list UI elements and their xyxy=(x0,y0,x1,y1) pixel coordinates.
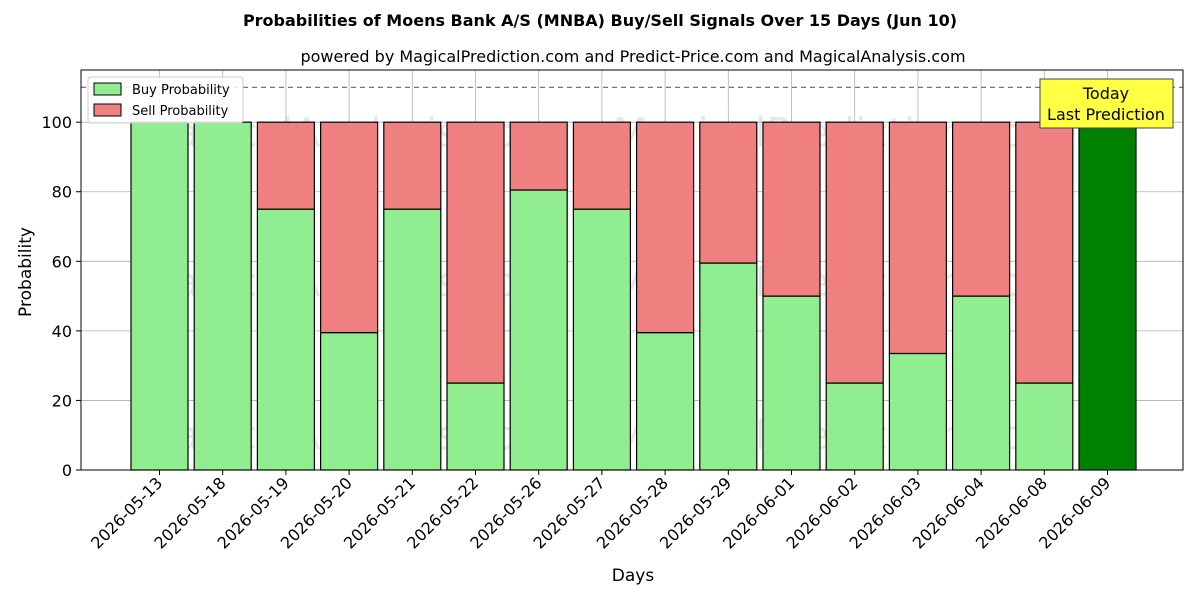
buy-bar xyxy=(699,262,758,471)
buy-bar xyxy=(193,121,252,471)
sell-bar xyxy=(509,121,568,191)
buy-bar xyxy=(446,382,505,471)
annotation-text: Today xyxy=(1082,84,1129,103)
sell-bar xyxy=(825,121,884,384)
buy-bar xyxy=(320,332,379,471)
y-tick-label: 20 xyxy=(52,391,72,410)
buy-bar xyxy=(1015,382,1074,471)
buy-bar xyxy=(635,332,695,471)
plot-frame xyxy=(80,69,1184,471)
buy-bar xyxy=(572,208,632,471)
legend-swatch xyxy=(93,82,122,96)
x-axis-label: Days xyxy=(612,566,655,586)
chart-subtitle: powered by MagicalPrediction.com and Pre… xyxy=(300,47,965,66)
sell-bar xyxy=(762,121,821,297)
y-axis-label: Probability xyxy=(16,227,36,317)
y-tick-label: 40 xyxy=(52,322,72,341)
bars xyxy=(130,121,1137,471)
sell-bar xyxy=(256,121,315,210)
legend-label: Sell Probability xyxy=(132,104,229,119)
sell-bar xyxy=(446,121,505,384)
annotation: Today Last Prediction xyxy=(1039,78,1174,129)
legend-label: Buy Probability xyxy=(132,83,230,98)
buy-bar xyxy=(509,189,568,471)
buy-bar xyxy=(762,295,821,471)
buy-bar xyxy=(256,208,315,471)
buy-bar xyxy=(383,208,442,471)
buy-bar xyxy=(951,295,1011,471)
y-tick-label: 80 xyxy=(52,183,72,202)
chart-title: Probabilities of Moens Bank A/S (MNBA) B… xyxy=(243,11,957,30)
buy-bar xyxy=(130,121,189,471)
buy-bar xyxy=(888,352,948,471)
sell-bar xyxy=(572,121,632,210)
sell-bar xyxy=(1015,121,1074,384)
legend-swatch xyxy=(93,103,122,117)
annotation-text: Last Prediction xyxy=(1047,105,1165,124)
buy-bar xyxy=(1078,121,1137,471)
legend-box xyxy=(87,76,244,124)
y-tick-label: 60 xyxy=(52,252,72,271)
legend: Buy Probability Sell Probability xyxy=(87,76,244,124)
y-tick-label: 0 xyxy=(62,461,72,480)
sell-bar xyxy=(635,121,695,334)
sell-bar xyxy=(888,121,948,355)
buy-bar xyxy=(825,382,884,471)
sell-bar xyxy=(320,121,379,334)
annotation-box xyxy=(1039,78,1174,129)
sell-bar xyxy=(951,121,1011,297)
y-tick-label: 100 xyxy=(41,113,72,132)
sell-bar xyxy=(383,121,442,210)
sell-bar xyxy=(699,121,758,264)
